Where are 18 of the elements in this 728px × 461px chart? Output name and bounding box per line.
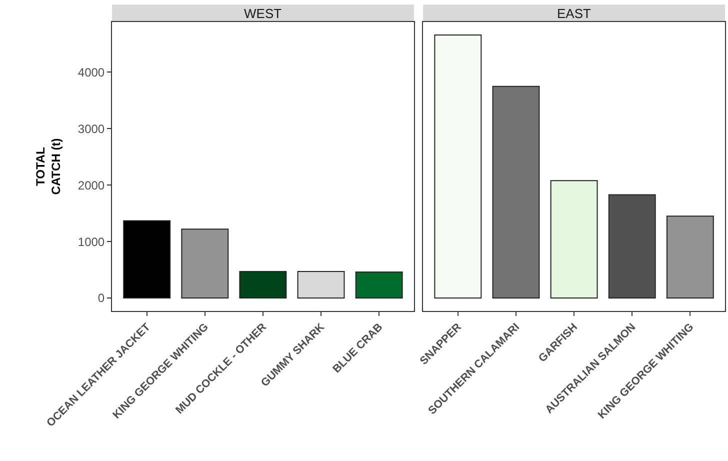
bar (181, 228, 229, 299)
y-axis-title: TOTAL CATCH (t) (34, 138, 64, 195)
y-tick-label: 3000 (78, 122, 105, 136)
bar (355, 272, 403, 299)
bar (297, 270, 345, 299)
bar (434, 34, 482, 299)
bar (492, 86, 540, 299)
y-tick-label: 1000 (78, 234, 105, 249)
bar (608, 194, 656, 299)
bar (239, 270, 287, 299)
y-tick-label: 2000 (78, 178, 105, 192)
chart-title: EAST (557, 6, 592, 21)
bar (550, 180, 598, 299)
chart-title: WEST (244, 6, 282, 21)
bar (123, 220, 171, 299)
y-tick-label: 0 (98, 291, 105, 306)
y-tick-label: 4000 (78, 65, 105, 80)
bar (666, 216, 714, 299)
